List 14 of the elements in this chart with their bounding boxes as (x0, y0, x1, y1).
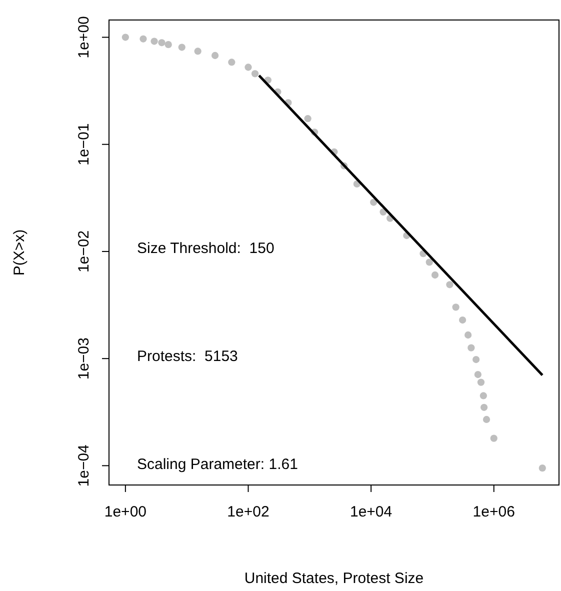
x-tick-label: 1e+06 (472, 504, 515, 521)
x-tick-label: 1e+02 (227, 504, 270, 521)
annotation: Scaling Parameter: 1.61 (137, 456, 298, 473)
y-tick-label: 1e−04 (75, 444, 92, 487)
y-tick-label: 1e+00 (75, 16, 92, 58)
y-axis-title: P(X>x) (11, 229, 28, 276)
x-axis-title: United States, Protest Size (244, 570, 424, 587)
y-tick-label: 1e−03 (75, 338, 92, 380)
annotation: Size Threshold: 150 (137, 240, 274, 258)
x-tick-label: 1e+04 (350, 504, 392, 521)
annotation: Protests: 5153 (137, 348, 238, 365)
x-tick-label: 1e+00 (104, 504, 147, 521)
y-tick-label: 1e−01 (75, 123, 92, 166)
y-tick-label: 1e−02 (75, 230, 92, 273)
